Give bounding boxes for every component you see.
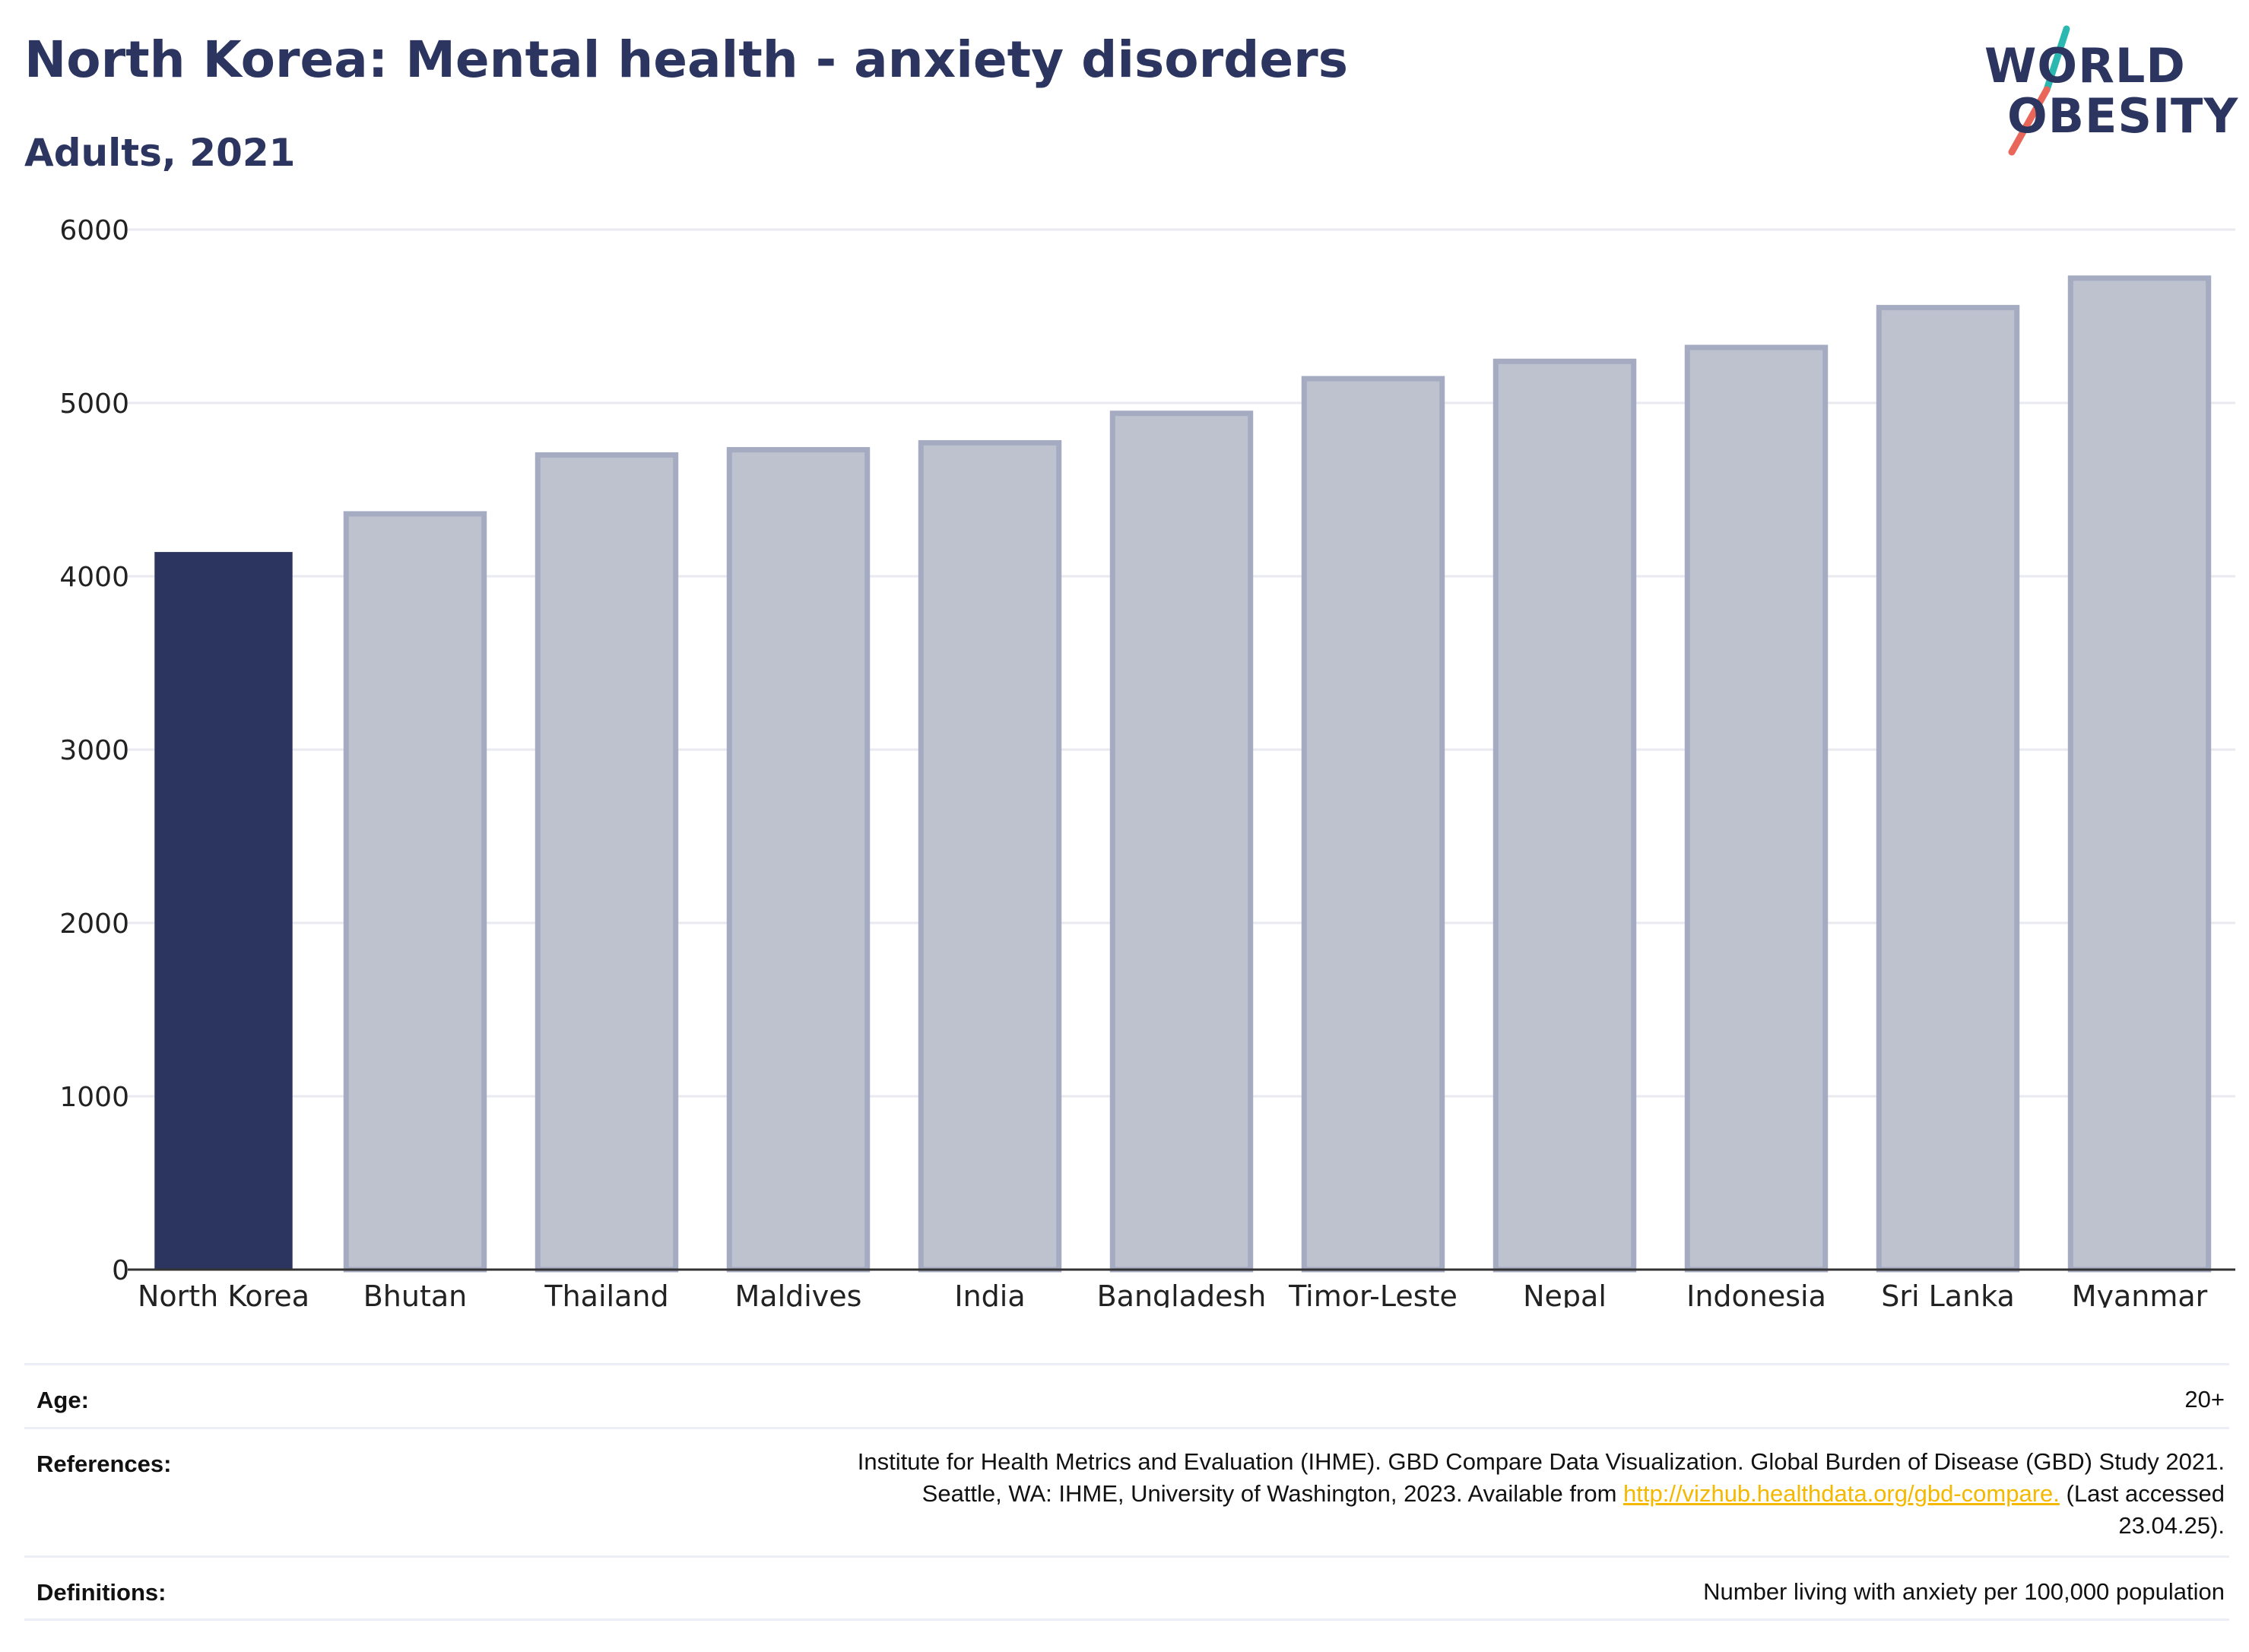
y-tick-label: 2000 [59,908,129,940]
references-text-tail: (Last accessed [2059,1480,2225,1507]
references-text: Seattle, WA: IHME, University of Washing… [921,1480,1624,1507]
age-value: 20+ [2184,1386,2225,1413]
bar [1876,305,2020,1273]
y-tick-label: 3000 [59,735,129,766]
references-value: Institute for Health Metrics and Evaluat… [858,1446,2225,1542]
references-line-1: Institute for Health Metrics and Evaluat… [857,1448,2225,1475]
x-tick-label: Thailand [544,1279,668,1308]
bar [343,511,487,1273]
bar [534,452,679,1273]
x-tick-label: Myanmar [2072,1279,2208,1308]
bar [1109,411,1254,1273]
y-tick-label: 5000 [59,388,129,420]
age-label: Age: [36,1387,89,1413]
meta-divider [24,1363,2229,1365]
bar [1684,344,1829,1273]
x-tick-label: India [954,1279,1025,1308]
meta-divider [24,1619,2229,1621]
y-tick-label: 6000 [59,215,129,246]
x-tick-label: Bhutan [363,1279,468,1308]
x-tick-label: Timor-Leste [1288,1279,1458,1308]
bar [726,447,871,1273]
x-tick-label: North Korea [138,1279,309,1308]
bar [1492,358,1637,1273]
x-tick-label: Bangladesh [1097,1279,1267,1308]
chart-title: North Korea: Mental health - anxiety dis… [24,30,1349,89]
definitions-label: Definitions: [36,1579,167,1606]
logo-word-obesity: OBESITY [2007,88,2239,144]
world-obesity-logo: WORLD OBESITY [1984,15,2243,160]
y-tick-label: 4000 [59,562,129,593]
logo-slash-icon [2008,25,2070,156]
bar [2067,275,2212,1273]
references-label: References: [36,1451,172,1477]
x-tick-label: Sri Lanka [1881,1279,2015,1308]
chart-subtitle: Adults, 2021 [24,131,296,175]
bar [1301,376,1445,1273]
y-tick-label: 0 [112,1255,129,1286]
meta-divider [24,1427,2229,1429]
x-tick-label: Indonesia [1686,1279,1826,1308]
references-link[interactable]: http://vizhub.healthdata.org/gbd-compare… [1623,1480,2060,1507]
bar [154,552,293,1270]
y-tick-label: 1000 [59,1082,129,1113]
references-line-3: 23.04.25). [2118,1512,2225,1539]
definitions-value: Number living with anxiety per 100,000 p… [1703,1578,2225,1605]
references-line-2: Seattle, WA: IHME, University of Washing… [858,1478,2225,1510]
meta-divider [24,1555,2229,1558]
logo-word-world: WORLD [1984,38,2186,94]
x-tick-label: Nepal [1523,1279,1607,1308]
bar [918,439,1062,1273]
bar-chart: 0 1000 2000 3000 4000 5000 6000 North Korea Bhut… [59,215,2235,1308]
x-tick-label: Maldives [735,1279,862,1308]
